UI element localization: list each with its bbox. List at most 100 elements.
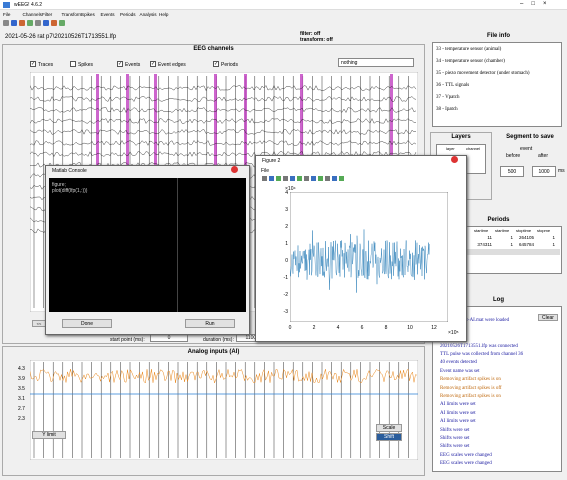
fig-tool[interactable] [290,176,295,181]
filter-status: filter: off [300,31,321,37]
console-close[interactable] [231,166,238,173]
figure-close[interactable] [451,156,458,163]
seg-event: event [520,146,533,152]
dropdown[interactable]: nothing [338,58,414,67]
fig-xexp: ×10⁵ [448,330,459,336]
menu-item[interactable]: Events [100,12,115,17]
period-cell: 1 [510,235,513,240]
file-item[interactable]: 36 - TTL signals [436,83,470,88]
log-line: EEG scales were changed [440,452,492,458]
tool-icon[interactable] [11,20,17,26]
menu-item[interactable]: Channels [22,12,42,17]
menu-item[interactable]: Periods [120,12,136,17]
start-input[interactable]: 0 [150,334,188,342]
ylimit-btn[interactable]: Y limit [32,431,66,439]
fig-yexp: ×10⁴ [285,186,296,192]
tool-icon[interactable] [27,20,33,26]
run-btn[interactable]: Run [185,319,235,328]
checkbox-label[interactable]: Spikes [78,62,94,68]
checkbox[interactable]: ✓ [213,61,219,67]
signal [290,229,430,293]
eeg-trace [30,129,417,135]
checkbox-label[interactable]: Event edges [158,62,186,68]
menu-item[interactable]: Analysis [139,12,157,17]
checkbox[interactable]: ✓ [30,61,36,67]
fig-tool[interactable] [339,176,344,181]
fig-tool[interactable] [318,176,323,181]
fig-xtick: 4 [336,325,340,331]
seg-before-input[interactable]: 500 [500,166,524,177]
period-col: startime [474,228,489,233]
checkbox[interactable] [70,61,76,67]
tool-icon[interactable] [35,20,41,26]
period-col: stopme [537,228,551,233]
fig-tool[interactable] [297,176,302,181]
fig-tool[interactable] [262,176,267,181]
title-bar [0,0,567,10]
menu-item[interactable]: Filter [42,12,53,17]
fig-tool[interactable] [311,176,316,181]
fig-tool[interactable] [325,176,330,181]
log-line: Removing artifact spikes is on [440,394,501,399]
checkbox-label[interactable]: Traces [38,62,54,68]
done-btn[interactable]: Done [62,319,112,328]
checkbox-label[interactable]: Periods [221,62,238,68]
shift-btn[interactable]: Shift [376,433,402,441]
checkbox-label[interactable]: Events [125,62,141,68]
period-col: startime [495,228,510,233]
fig-tool[interactable] [276,176,281,181]
file-item[interactable]: 38 - Ipatch [436,107,458,112]
menu-item[interactable]: Transform [61,12,83,17]
figure-title: Figure 2 [262,158,281,164]
file-item[interactable]: 37 - Vpatch [436,95,460,100]
log-line: Removing artifact spikes is on [440,377,501,383]
seg-before: before [506,153,521,159]
file-item[interactable]: 35 - piezo movement detector (under stom… [436,71,530,76]
menu-item[interactable]: File [3,12,11,17]
fig-tool[interactable] [283,176,288,181]
tool-icon[interactable] [3,20,9,26]
log-line: Event name was set [440,368,480,374]
scale-btn[interactable]: Scale [376,424,402,432]
log-line: Removing artifact spikes is off [440,385,502,391]
menu-item[interactable]: Help [159,12,169,17]
file-name: 2021-05-26 rat p7\20210526T1713551.lfp [5,34,117,40]
checkbox[interactable]: ✓ [150,61,156,67]
fig-xtick: 0 [288,325,292,331]
ai-tick: 4.3 [18,366,25,372]
log-line: AI limits were set [440,410,476,416]
fig-tool[interactable] [332,176,337,181]
eeg-trace [30,118,417,124]
log-line: 0-55-20 event-AI.mat were loaded [440,318,510,324]
log-line: Shifts were set [440,436,470,441]
ai-tick: 3.1 [18,396,25,402]
ai-tick: 2.7 [18,406,25,412]
scroll-left[interactable]: << [32,320,46,327]
tool-icon[interactable] [59,20,65,26]
segment-title: Segment to save [506,134,554,140]
tool-icon[interactable] [19,20,25,26]
log-line: Shifts were set [440,444,470,450]
log-line: EEG scales were changed [440,461,492,467]
clear-btn[interactable]: Clear [538,314,558,321]
seg-after-input[interactable]: 1000 [532,166,556,177]
fig-ytick: -1 [283,275,288,281]
menu-item[interactable]: Spikes [81,12,95,17]
file-item[interactable]: 33 - temperature sensor (animal) [436,47,502,52]
layer-col: channel [466,146,481,151]
periods-title: Periods [487,217,510,223]
seg-unit: ms [558,168,565,174]
analog-plot [30,360,418,460]
fig-tool[interactable] [304,176,309,181]
fig-xtick: 12 [431,325,437,331]
start-label: start point (ms): [110,337,145,343]
file-item[interactable]: 34 - temperature sensor (chamber) [436,59,505,64]
tool-icon[interactable] [51,20,57,26]
fig-tool[interactable] [269,176,274,181]
file-info-title: File info [487,33,510,39]
checkbox[interactable]: ✓ [117,61,123,67]
tool-icon[interactable] [43,20,49,26]
fig-ytick: 3 [285,207,288,213]
seg-after: after [538,153,549,159]
